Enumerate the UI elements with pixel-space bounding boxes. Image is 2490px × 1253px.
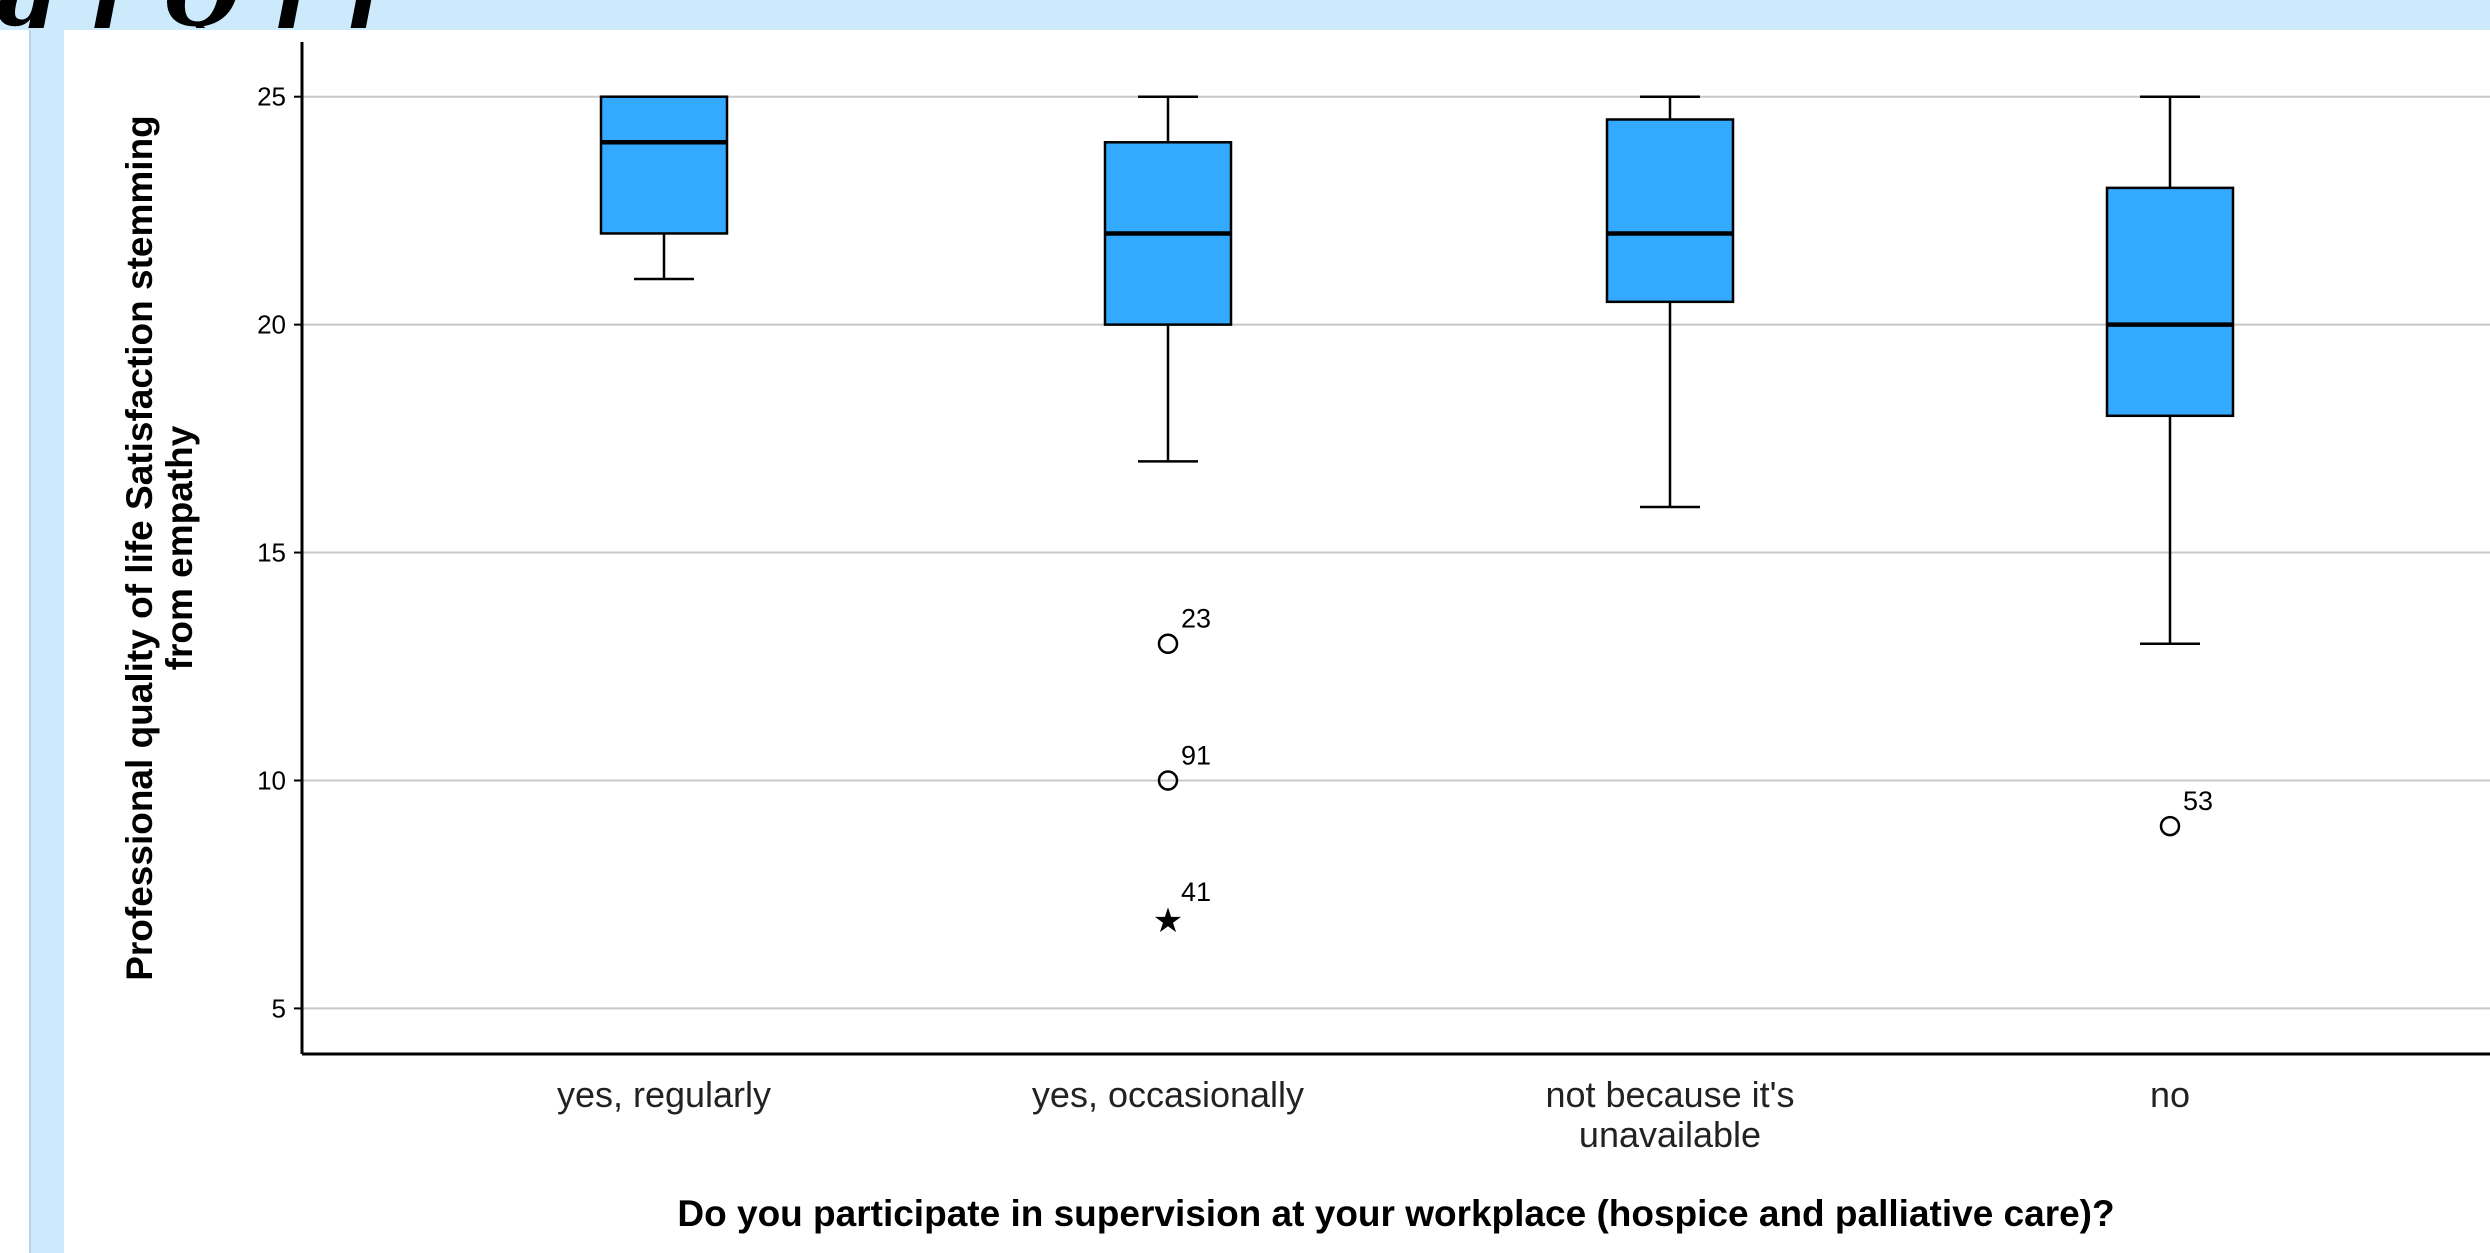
box-group: ★ [1103,95,1233,941]
x-axis-title: Do you participate in supervision at you… [677,1193,2114,1234]
x-category-label: yes, occasionally [1032,1074,1304,1115]
label-layer: 5 10 15 20 25 yes, regularly 23 91 41 yes, occasi… [119,82,2213,1234]
y-tick-label: 15 [257,538,286,568]
box-group [1605,95,1735,509]
x-category-label: yes, regularly [557,1074,771,1115]
left-panel [0,30,31,1253]
box-group [2105,95,2235,837]
outlier-label: 53 [2183,786,2213,816]
outlier-marker [1157,770,1179,791]
outlier-marker [2159,815,2181,837]
x-category-label: no [2150,1074,2190,1115]
y-axis-title: Professional quality of life Satisfactio… [119,115,200,981]
x-category-label: unavailable [1579,1114,1761,1155]
box [2105,186,2235,418]
box-group [599,95,729,281]
outlier-label: 41 [1181,877,1211,907]
y-tick-label: 10 [257,765,286,795]
y-axis-title-line: Professional quality of life Satisfactio… [119,115,160,981]
box [1605,118,1735,304]
outlier-marker [1157,633,1179,654]
y-tick-label: 5 [272,993,286,1023]
box-layer: ★ [599,95,2235,941]
y-tick-label: 25 [257,82,286,112]
y-axis-title-line: from empathy [159,425,200,670]
extreme-outlier-marker: ★ [1153,901,1183,941]
y-tick-label: 20 [257,310,286,340]
banner-text: g f Q f f [0,0,386,28]
outlier-label: 23 [1181,604,1211,634]
box [599,95,729,235]
outlier-label: 91 [1181,740,1211,770]
x-category-label: not because it's [1545,1074,1794,1115]
top-banner: g f Q f f [0,0,2490,28]
axis-layer [294,42,2490,1056]
plot-panel [64,30,2490,1253]
